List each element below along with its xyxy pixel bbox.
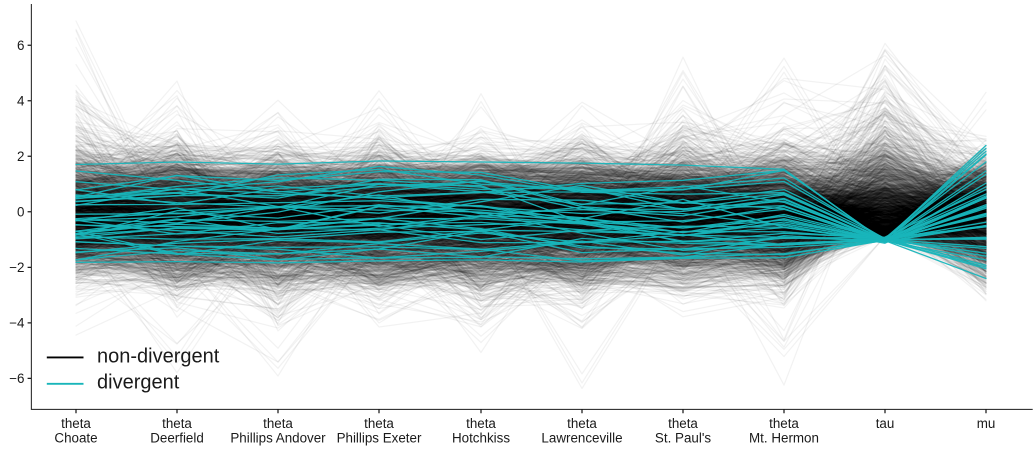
svg-text:0: 0 (17, 205, 24, 220)
svg-text:theta: theta (668, 416, 698, 431)
svg-text:mu: mu (977, 416, 996, 431)
svg-text:tau: tau (876, 416, 895, 431)
svg-text:6: 6 (17, 38, 24, 53)
svg-text:−4: −4 (9, 316, 25, 331)
svg-text:−6: −6 (9, 371, 24, 386)
svg-text:non-divergent: non-divergent (97, 345, 220, 367)
svg-text:theta: theta (769, 416, 799, 431)
svg-text:Hotchkiss: Hotchkiss (452, 430, 510, 445)
svg-text:theta: theta (162, 416, 192, 431)
svg-text:theta: theta (364, 416, 394, 431)
svg-text:theta: theta (567, 416, 597, 431)
svg-text:Lawrenceville: Lawrenceville (541, 430, 622, 445)
svg-text:theta: theta (466, 416, 496, 431)
svg-text:2: 2 (17, 149, 24, 164)
svg-text:Phillips Exeter: Phillips Exeter (337, 430, 422, 445)
svg-text:Mt. Hermon: Mt. Hermon (749, 430, 819, 445)
svg-text:theta: theta (263, 416, 293, 431)
svg-text:−2: −2 (9, 260, 24, 275)
svg-text:Choate: Choate (54, 430, 97, 445)
svg-text:4: 4 (17, 93, 25, 108)
svg-text:theta: theta (61, 416, 91, 431)
svg-text:Phillips Andover: Phillips Andover (230, 430, 326, 445)
svg-text:St. Paul's: St. Paul's (655, 430, 711, 445)
svg-text:divergent: divergent (97, 372, 180, 394)
svg-text:Deerfield: Deerfield (150, 430, 204, 445)
